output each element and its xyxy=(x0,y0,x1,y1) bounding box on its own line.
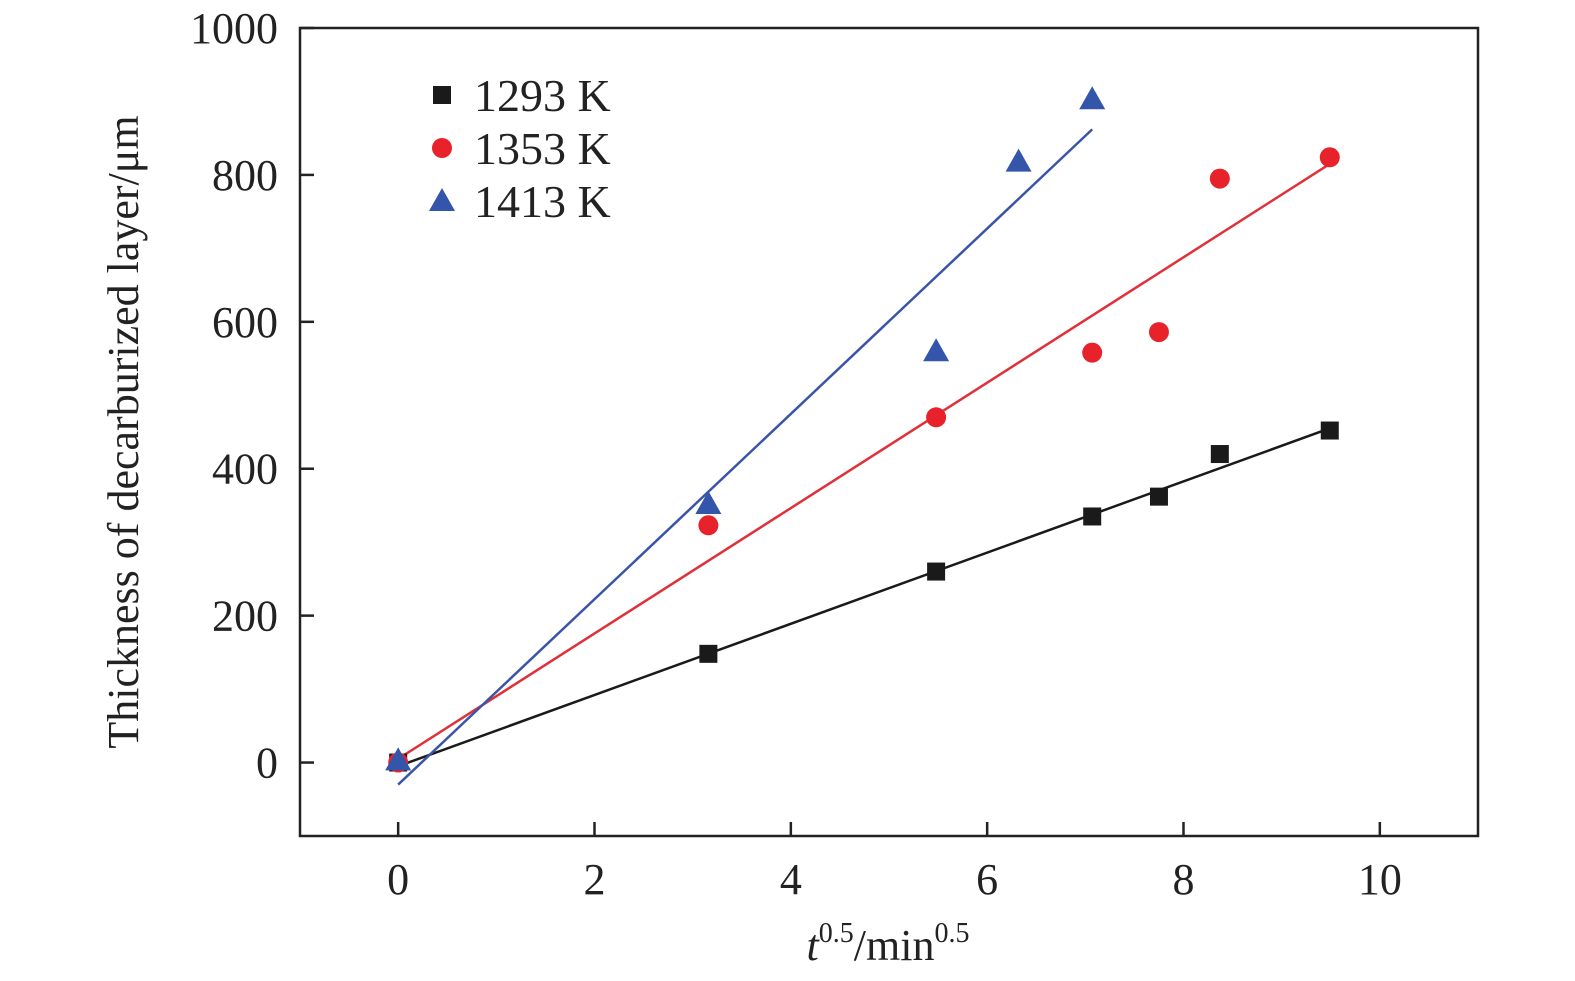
data-point-1293k xyxy=(1210,445,1229,464)
data-point-1353k xyxy=(1319,147,1340,168)
x-tick-label: 6 xyxy=(976,855,998,904)
data-point-1413k xyxy=(695,490,722,514)
data-point-1353k xyxy=(698,515,719,536)
x-axis-title-sup2: 0.5 xyxy=(934,918,969,949)
data-point-1413k xyxy=(1079,86,1106,110)
axis-ticks: 0 2 4 6 8 10 0 200 400 600 800 1000 xyxy=(190,4,1402,904)
y-tick-label: 0 xyxy=(256,739,278,788)
data-point-1293k xyxy=(1083,507,1102,526)
y-tick-label: 800 xyxy=(212,151,278,200)
data-point-1353k xyxy=(1209,168,1230,189)
fit-line-1353k xyxy=(397,162,1331,760)
data-point-1353k xyxy=(1082,342,1103,363)
fit-line-1293k xyxy=(397,427,1331,768)
x-tick-label: 4 xyxy=(780,855,802,904)
plot-frame xyxy=(298,26,1480,838)
data-point-1293k xyxy=(927,562,946,581)
y-tick-label: 200 xyxy=(212,592,278,641)
x-tick-label: 8 xyxy=(1173,855,1195,904)
legend-marker xyxy=(429,188,455,211)
data-point-1293k xyxy=(699,644,718,663)
x-tick-label: 2 xyxy=(584,855,606,904)
data-point-1353k xyxy=(1148,322,1169,343)
fit-lines xyxy=(397,128,1331,786)
legend-marker xyxy=(433,86,451,104)
legend-label: 1293 K xyxy=(474,70,611,121)
x-tick-label: 10 xyxy=(1358,855,1402,904)
data-point-1413k xyxy=(923,338,950,362)
y-tick-label: 1000 xyxy=(190,4,278,53)
data-point-1413k xyxy=(1005,148,1032,172)
data-point-1293k xyxy=(1149,487,1168,506)
x-axis-title-base: t xyxy=(807,921,821,970)
y-axis-title: Thickness of decarburized layer/μm xyxy=(99,115,148,748)
legend-label: 1353 K xyxy=(474,123,611,174)
legend-label: 1413 K xyxy=(474,176,611,227)
x-axis-title-sup1: 0.5 xyxy=(819,918,854,949)
data-point-1413k xyxy=(385,747,412,771)
x-axis-title-mid: /min xyxy=(854,921,935,970)
data-points xyxy=(385,86,1340,773)
y-tick-label: 600 xyxy=(212,298,278,347)
x-tick-label: 0 xyxy=(387,855,409,904)
data-point-1353k xyxy=(926,407,947,428)
data-point-1293k xyxy=(1320,421,1339,440)
fit-line-1413k xyxy=(397,128,1094,786)
x-axis-title: t0.5/min0.5 xyxy=(807,918,970,970)
y-tick-label: 400 xyxy=(212,445,278,494)
legend-marker xyxy=(432,138,452,158)
